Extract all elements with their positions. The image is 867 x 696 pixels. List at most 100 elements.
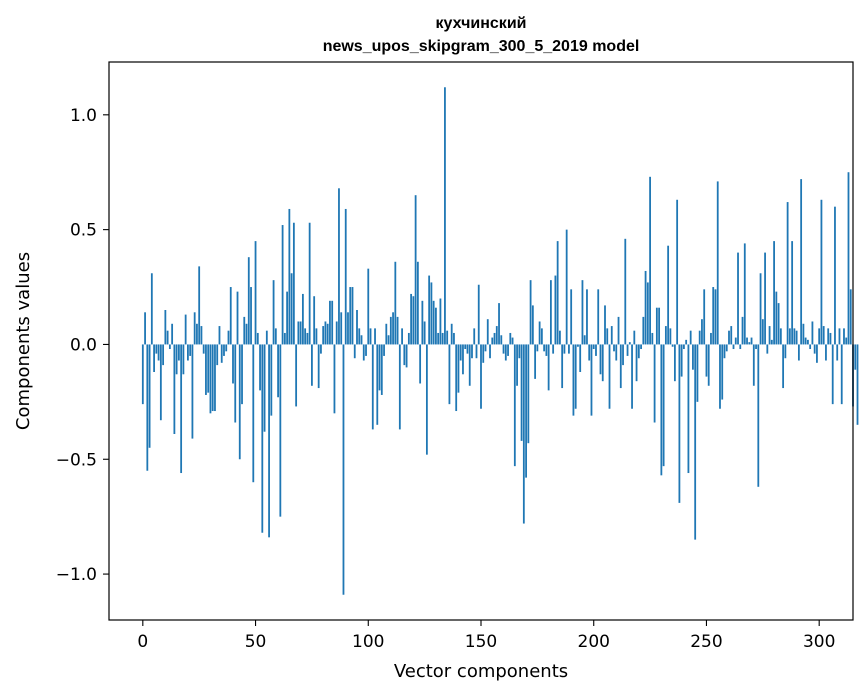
bar — [338, 188, 340, 345]
bar — [274, 328, 277, 345]
bar — [428, 275, 431, 345]
bar — [207, 344, 210, 393]
bar — [227, 330, 230, 345]
bar — [457, 344, 460, 393]
bar — [279, 344, 282, 517]
bar — [642, 316, 645, 345]
bar — [624, 238, 627, 345]
bar — [270, 344, 273, 416]
bar — [556, 241, 559, 345]
bar — [791, 241, 794, 345]
bar — [173, 344, 176, 434]
bar — [473, 328, 476, 345]
bar — [216, 344, 219, 366]
bar — [362, 344, 365, 361]
bar — [453, 332, 455, 345]
bar — [202, 344, 205, 354]
bar — [344, 208, 347, 345]
bar — [164, 310, 167, 345]
bar — [220, 344, 223, 363]
bar — [568, 344, 570, 354]
bar — [349, 287, 352, 345]
bar — [604, 305, 606, 345]
bar — [419, 344, 422, 384]
bar — [768, 326, 771, 345]
bar — [184, 314, 187, 345]
bar — [191, 344, 194, 439]
y-tick-label: 1.0 — [70, 106, 97, 126]
bar — [809, 344, 812, 350]
bar — [177, 344, 180, 361]
bar — [737, 252, 739, 345]
chart-title: кухчинский — [436, 15, 527, 32]
bar — [581, 280, 584, 345]
bar — [489, 344, 491, 359]
bar — [766, 344, 769, 354]
bar — [599, 344, 602, 375]
bar — [549, 280, 552, 345]
x-tick-label: 200 — [578, 632, 610, 652]
bar — [304, 328, 307, 345]
y-tick-label: 0.0 — [70, 335, 97, 355]
bar — [538, 321, 541, 345]
bar — [159, 344, 162, 421]
bar — [561, 344, 564, 389]
bar — [680, 344, 683, 377]
chart-subtitle: news_upos_skipgram_300_5_2019 model — [323, 38, 640, 55]
bar — [238, 344, 241, 460]
bar — [385, 323, 388, 345]
bar — [256, 332, 259, 345]
x-tick-label: 50 — [245, 632, 267, 652]
bar — [250, 287, 252, 345]
x-tick-label: 250 — [690, 632, 722, 652]
bar — [669, 328, 672, 345]
bar — [739, 344, 742, 350]
bar — [480, 344, 482, 409]
bar — [703, 289, 706, 345]
bar — [198, 266, 201, 345]
bar — [685, 339, 688, 345]
bar — [324, 321, 327, 345]
bar — [371, 344, 374, 430]
bar — [847, 172, 850, 345]
bar — [351, 287, 354, 345]
bar — [448, 344, 451, 405]
bar — [356, 310, 358, 345]
bar — [701, 319, 703, 345]
bar — [333, 344, 336, 414]
bar — [421, 300, 424, 345]
bar — [719, 344, 721, 409]
bar — [396, 316, 399, 345]
bar — [389, 316, 392, 345]
bar — [430, 282, 433, 345]
bar — [565, 229, 568, 345]
bar — [241, 344, 243, 405]
bar — [516, 344, 518, 386]
bar — [649, 176, 651, 345]
bar — [732, 344, 735, 350]
bar — [243, 316, 246, 345]
bar — [606, 328, 609, 345]
bar — [570, 289, 573, 345]
bar — [146, 344, 149, 471]
bar — [694, 344, 697, 540]
bar — [811, 321, 814, 345]
bar — [475, 344, 478, 359]
bar — [277, 344, 279, 398]
bar — [187, 344, 189, 361]
bar — [822, 326, 825, 345]
bar — [444, 87, 446, 345]
bar — [601, 344, 604, 382]
bar — [218, 326, 221, 345]
bar — [435, 307, 437, 345]
bar — [380, 344, 383, 395]
bar — [788, 328, 791, 345]
bar — [182, 344, 185, 375]
bar — [511, 337, 514, 345]
bar — [504, 344, 507, 361]
bar — [829, 332, 832, 345]
bar — [786, 202, 789, 345]
y-axis-label: Components values — [13, 252, 34, 430]
bar — [148, 344, 151, 448]
bar — [491, 337, 494, 345]
